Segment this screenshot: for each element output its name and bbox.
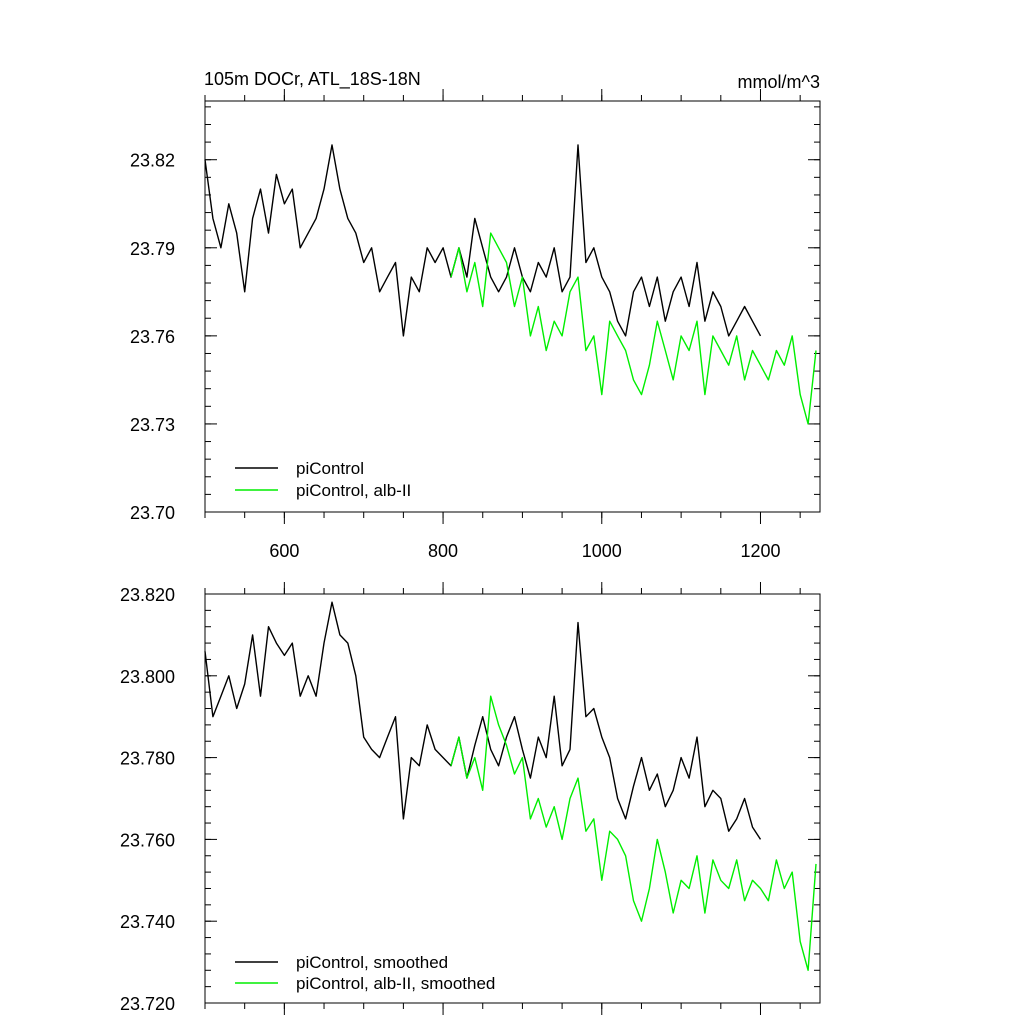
bottom-panel-series [204, 601, 817, 971]
series-line-picontrol-smoothed [204, 601, 762, 840]
y-tick-label: 23.82 [130, 151, 175, 171]
chart-title: 105m DOCr, ATL_18S-18N [204, 69, 421, 90]
x-tick-label: 800 [428, 541, 458, 561]
top-panel-frame [204, 100, 821, 513]
legend-label-picontrol-smoothed: piControl, smoothed [296, 953, 448, 972]
bottom-panel-legend: piControl, smoothed piControl, alb-II, s… [235, 953, 495, 993]
units-label: mmol/m^3 [738, 72, 820, 92]
series-line-picontrol-alb-ii [450, 232, 817, 425]
top-panel-y-tick-labels: 23.70 23.73 23.76 23.79 23.82 [130, 151, 175, 523]
series-line-picontrol [204, 144, 762, 337]
bottom-panel-ticks [204, 582, 820, 1015]
y-tick-label: 23.73 [130, 415, 175, 435]
y-tick-label: 23.800 [120, 667, 175, 687]
x-tick-label: 600 [269, 541, 299, 561]
top-panel-ticks [204, 89, 820, 524]
y-tick-label: 23.76 [130, 327, 175, 347]
x-tick-label: 1200 [740, 541, 780, 561]
y-tick-label: 23.820 [120, 585, 175, 605]
legend-label-picontrol: piControl [296, 459, 364, 478]
top-panel-legend: piControl piControl, alb-II [235, 459, 411, 500]
x-tick-label: 1000 [582, 541, 622, 561]
bottom-panel-y-tick-labels: 23.720 23.740 23.760 23.780 23.800 23.820 [120, 585, 175, 1014]
y-tick-label: 23.760 [120, 830, 175, 850]
y-tick-label: 23.780 [120, 749, 175, 769]
top-panel: 23.70 23.73 23.76 23.79 23.82 600 800 1000 1200… [130, 89, 821, 561]
legend-label-alb-ii: piControl, alb-II [296, 481, 411, 500]
y-tick-label: 23.740 [120, 912, 175, 932]
top-panel-series [204, 144, 817, 425]
bottom-panel: 23.720 23.740 23.760 23.780 23.800 23.820 piC… [120, 582, 821, 1015]
y-tick-label: 23.70 [130, 503, 175, 523]
legend-label-alb-ii-smoothed: piControl, alb-II, smoothed [296, 974, 495, 993]
series-line-picontrol-alb-ii-smoothed [450, 695, 817, 971]
y-tick-label: 23.79 [130, 239, 175, 259]
bottom-panel-frame [204, 593, 821, 1004]
y-tick-label: 23.720 [120, 994, 175, 1014]
top-panel-x-tick-labels: 600 800 1000 1200 [269, 541, 780, 561]
